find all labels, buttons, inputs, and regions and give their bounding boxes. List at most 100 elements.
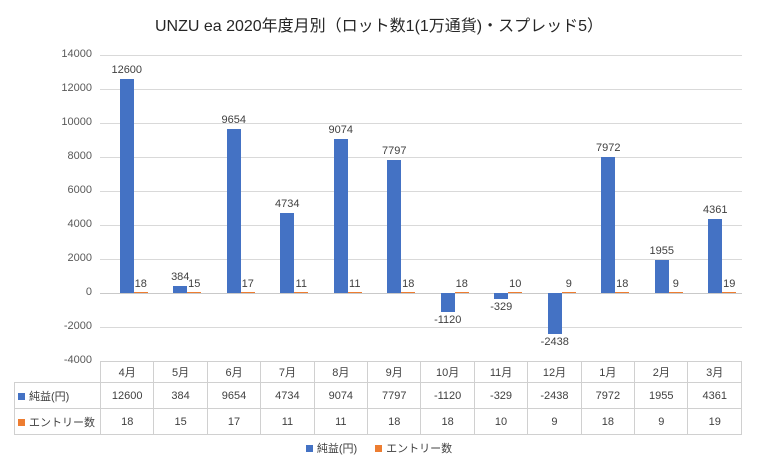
entry-bar [240,292,255,293]
profit-bar [547,293,562,335]
series-name: エントリー数 [29,416,95,429]
table-cell: 11 [260,408,315,435]
legend-item: 純益(円) [305,440,358,456]
table-cell: 18 [99,408,155,435]
y-axis-tick-label: 4000 [67,218,92,230]
profit-bar [387,160,402,293]
profit-bar [440,293,455,313]
profit-data-label: 4361 [703,203,728,216]
month-header: 8月 [313,361,369,383]
table-cell: 19 [687,408,742,435]
gridline [100,89,742,90]
month-header: 11月 [473,361,529,383]
y-axis: 14000 12000 10000 8000 6000 4000 2000 0 -2000 -40… [0,48,92,366]
table-cell: 7797 [367,382,422,409]
table-cell: -1120 [420,382,475,409]
profit-data-label: 384 [171,271,190,284]
table-cell: 17 [206,408,262,435]
legend-item: エントリー数 [375,440,452,456]
profit-data-label: -329 [490,300,513,313]
month-header: 12月 [527,361,582,383]
table-header-row: 4月 5月 6月 7月 8月 9月 10月 11月 12月 1月 2月 3月 [14,361,742,383]
table-cell: 9654 [206,382,262,409]
table-cell: 9 [634,408,689,435]
profit-bar [601,157,616,293]
entry-data-label: 9 [672,278,679,290]
series-marker-icon [18,392,25,400]
y-axis-tick-label: 2000 [67,252,92,264]
legend-marker-icon [375,444,383,452]
gridline [100,123,742,124]
entry-bar [561,292,576,293]
entry-data-label: 18 [402,278,415,290]
month-header: 6月 [206,361,262,383]
series-marker-icon [18,418,25,426]
month-header: 5月 [153,361,208,383]
month-header: 10月 [420,361,475,383]
series-row-header: エントリー数 [14,408,101,435]
entry-data-label: 10 [509,278,522,290]
data-table: 4月 5月 6月 7月 8月 9月 10月 11月 12月 1月 2月 3月純益(円) 12600 384… [14,361,742,435]
month-header: 2月 [634,361,689,383]
chart-title: UNZU ea 2020年度月別（ロット数1(1万通貨)・スプレッド5） [154,18,604,35]
entry-bar [508,292,523,293]
profit-data-label: 7972 [596,142,621,155]
plot-area: 12600 18 384 15 9654 17 4734 11 9074 11 7797 18 -112… [100,55,742,362]
series-row-header: 純益(円) [14,382,101,409]
month-header: 3月 [687,361,742,383]
profit-bar [173,286,188,293]
entry-bar [294,292,309,293]
profit-data-label: 4734 [275,197,300,210]
gridline [100,327,742,328]
entry-data-label: 11 [349,278,361,290]
profit-data-label: 1955 [649,244,674,257]
table-cell: 18 [580,408,636,435]
table-cell: 384 [153,382,208,409]
y-axis-tick-label: 12000 [61,82,92,94]
gridline [100,157,742,158]
y-axis-tick-label: 8000 [67,150,92,162]
profit-data-label: 9654 [221,113,246,126]
profit-data-label: -2438 [540,336,569,349]
y-axis-tick-label: 0 [85,286,92,298]
entry-bar [722,292,737,293]
entry-bar [187,292,202,293]
table-cell: 4361 [687,382,742,409]
y-axis-tick-label: 14000 [61,48,92,60]
series-name: 純益(円) [29,390,70,403]
profit-bar [708,218,723,293]
entry-data-label: 15 [188,278,201,290]
table-corner-cell [14,361,101,383]
zero-gridline [100,293,742,294]
table-cell: 12600 [99,382,155,409]
entry-data-label: 18 [455,278,468,290]
table-row: エントリー数 18 15 17 11 11 18 18 10 9 18 9 19 [14,408,742,435]
gridline [100,259,742,260]
entry-data-label: 18 [134,278,147,290]
entry-data-label: 11 [295,278,307,290]
month-header: 4月 [99,361,155,383]
table-cell: 11 [313,408,369,435]
table-cell: 18 [367,408,422,435]
entry-bar [133,292,148,293]
month-header: 7月 [260,361,315,383]
entry-data-label: 19 [723,278,736,290]
table-cell: 9074 [313,382,369,409]
table-cell: 10 [473,408,529,435]
profit-bar [119,78,134,293]
gridline [100,55,742,56]
table-cell: -2438 [527,382,582,409]
entry-bar [401,292,416,293]
entry-data-label: 17 [241,278,254,290]
chart-legend: 純益(円) エントリー数 [0,440,758,456]
entry-data-label: 9 [565,278,572,290]
table-cell: -329 [473,382,529,409]
table-cell: 9 [527,408,582,435]
entry-bar [668,292,683,293]
profit-bar [494,293,509,299]
profit-bar [654,259,669,293]
legend-label: 純益(円) [316,443,358,455]
profit-data-label: 12600 [111,63,143,76]
profit-bar [280,212,295,293]
